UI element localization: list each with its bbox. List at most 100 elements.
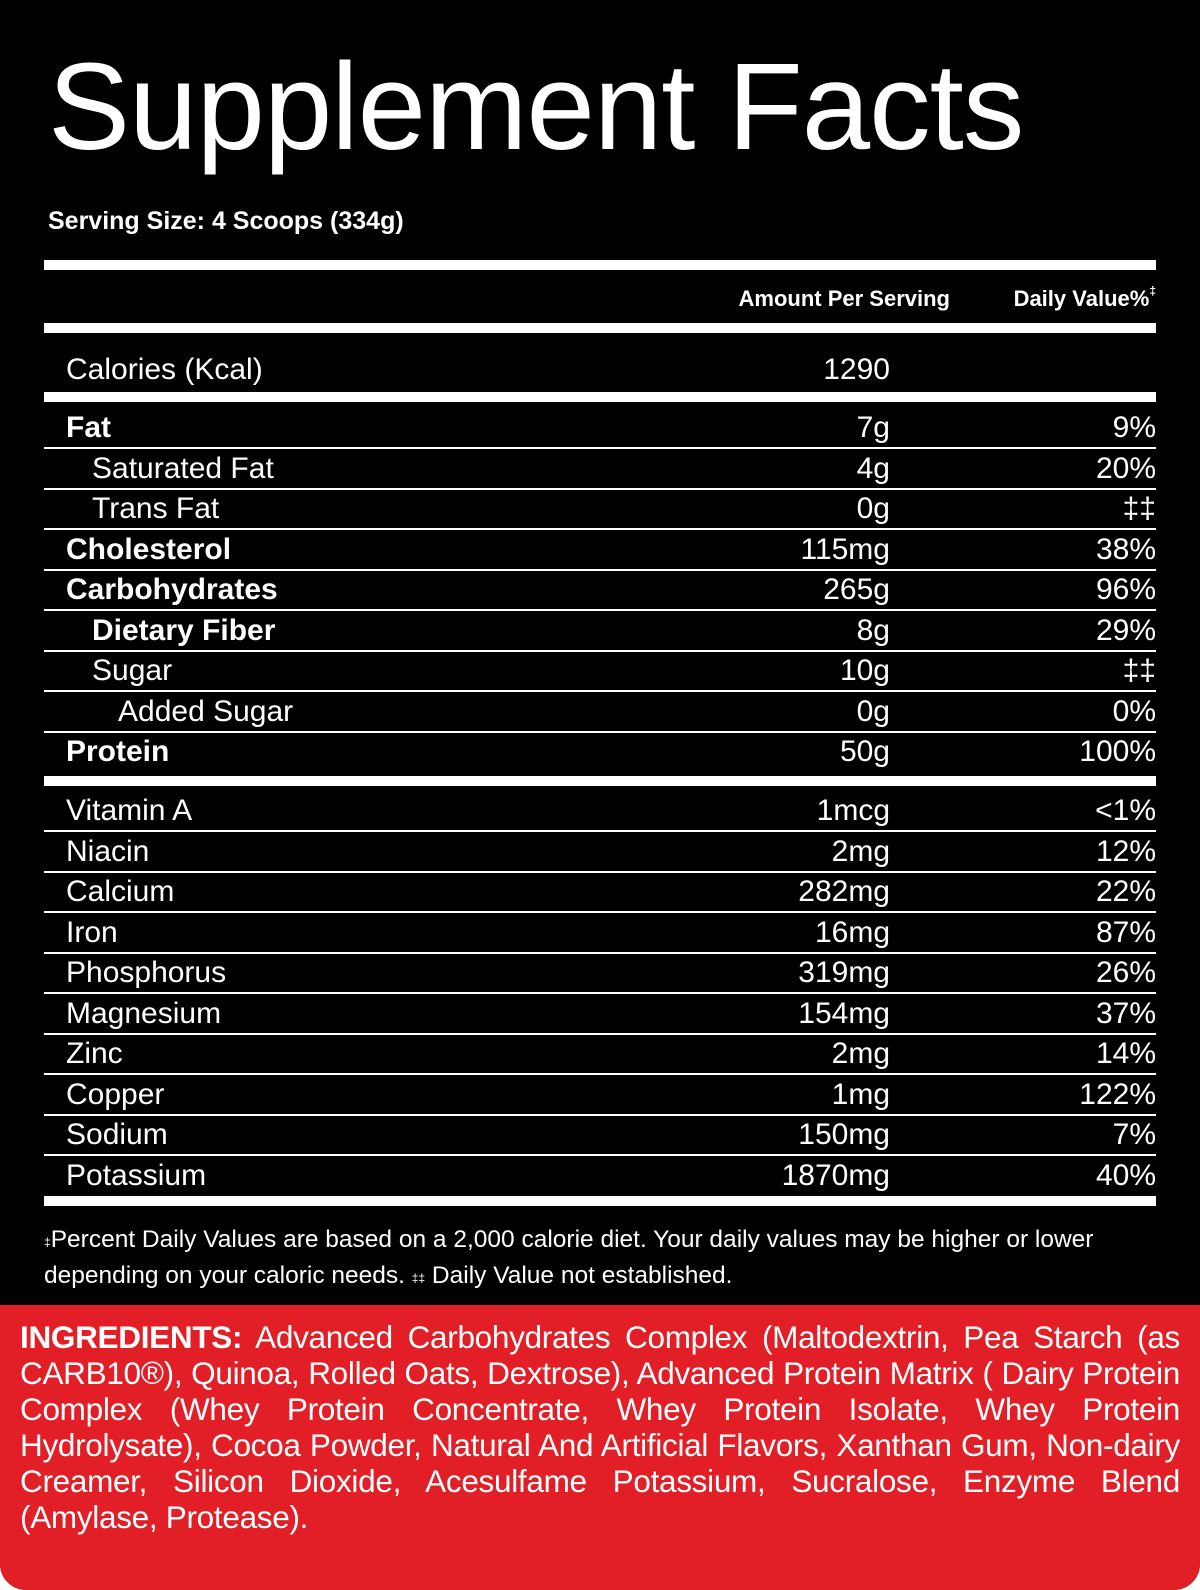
nutrient-amount: 50g	[839, 735, 890, 768]
nutrient-amount: 282mg	[798, 875, 890, 908]
page-title: Supplement Facts	[48, 39, 1024, 176]
nutrient-dv: 26%	[1095, 956, 1156, 989]
nutrient-amount: 0g	[856, 694, 890, 728]
nutrient-row-vitamin-a: Vitamin A 1mcg <1%	[44, 791, 1156, 832]
footnote-text-2: Daily Value not established.	[425, 1262, 733, 1289]
nutrient-dv: 29%	[1095, 613, 1156, 647]
ingredients-paragraph: INGREDIENTS: Advanced Carbohydrates Comp…	[20, 1319, 1180, 1535]
nutrient-dv: 87%	[1095, 915, 1156, 949]
ingredients-label: INGREDIENTS:	[20, 1319, 243, 1355]
nutrient-row-protein: Protein 50g 100%	[44, 732, 1156, 773]
nutrient-row-iron: Iron 16mg 87%	[44, 913, 1156, 954]
nutrient-row-niacin: Niacin 2mg 12%	[44, 832, 1156, 873]
nutrient-name: Dietary Fiber	[92, 613, 276, 647]
nutrient-name: Calcium	[66, 875, 175, 908]
calories-divider	[44, 392, 1156, 402]
nutrient-name: Carbohydrates	[66, 573, 278, 606]
nutrient-name: Phosphorus	[66, 956, 227, 989]
nutrient-row-added-sugar: Added Sugar 0g 0%	[44, 692, 1156, 733]
nutrient-amount: 0g	[856, 492, 890, 525]
nutrient-dv: 96%	[1095, 573, 1156, 606]
nutrient-row-phosphorus: Phosphorus 319mg 26%	[44, 953, 1156, 994]
nutrient-name: Copper	[66, 1077, 165, 1111]
nutrient-amount: 2mg	[831, 834, 890, 868]
ingredients-text: Advanced Carbohydrates Complex (Maltodex…	[20, 1319, 1180, 1535]
macros-divider	[44, 776, 1156, 786]
nutrient-dv: 0%	[1112, 694, 1156, 728]
nutrient-row-cholesterol: Cholesterol 115mg 38%	[44, 530, 1156, 571]
top-divider	[44, 260, 1156, 270]
nutrient-dv: 122%	[1079, 1077, 1156, 1111]
serving-size: Serving Size: 4 Scoops (334g)	[48, 207, 404, 235]
nutrient-amount: 1mg	[831, 1077, 890, 1111]
nutrient-name: Added Sugar	[118, 694, 294, 728]
nutrient-dv: 40%	[1095, 1158, 1156, 1192]
nutrient-row-sodium: Sodium 150mg 7%	[44, 1115, 1156, 1156]
daily-value-header-text: Daily Value%	[1013, 286, 1150, 311]
nutrient-dv: 37%	[1095, 996, 1156, 1030]
nutrient-name: Magnesium	[66, 996, 222, 1030]
nutrient-name: Vitamin A	[66, 794, 193, 827]
nutrient-amount: 150mg	[798, 1118, 890, 1151]
nutrient-amount: 319mg	[798, 956, 890, 989]
calories-amount: 1290	[823, 353, 890, 386]
nutrient-dv: 22%	[1095, 875, 1156, 908]
nutrient-amount: 10g	[839, 654, 890, 687]
nutrient-row-trans-fat: Trans Fat 0g ‡‡	[44, 489, 1156, 530]
nutrient-dv: 14%	[1095, 1037, 1156, 1070]
nutrient-amount: 4g	[856, 451, 890, 485]
nutrient-amount: 115mg	[800, 532, 890, 566]
nutrient-row-copper: Copper 1mg 122%	[44, 1075, 1156, 1116]
nutrient-name: Sodium	[66, 1118, 168, 1151]
nutrient-dv: <1%	[1095, 794, 1156, 827]
nutrient-row-saturated-fat: Saturated Fat 4g 20%	[44, 449, 1156, 490]
footnote-text-1: Percent Daily Values are based on a 2,00…	[44, 1226, 1094, 1289]
nutrient-amount: 2mg	[831, 1037, 890, 1070]
footnote: ‡Percent Daily Values are based on a 2,0…	[44, 1222, 1164, 1294]
nutrient-name: Fat	[66, 411, 111, 444]
nutrient-name: Saturated Fat	[92, 451, 274, 485]
nutrient-dv: 7%	[1112, 1118, 1156, 1151]
nutrient-name: Zinc	[66, 1037, 123, 1070]
nutrient-amount: 7g	[856, 411, 890, 444]
nutrient-amount: 265g	[823, 573, 890, 606]
nutrient-amount: 1mcg	[816, 794, 890, 827]
calories-label: Calories (Kcal)	[66, 353, 263, 386]
nutrient-row-calcium: Calcium 282mg 22%	[44, 872, 1156, 913]
nutrient-name: Iron	[66, 915, 118, 949]
nutrient-dv: 20%	[1095, 451, 1156, 485]
nutrient-row-fat: Fat 7g 9%	[44, 408, 1156, 449]
daily-value-header-mark: ‡	[1149, 284, 1156, 298]
header-divider	[44, 323, 1156, 333]
nutrient-name: Cholesterol	[66, 532, 232, 566]
nutrient-name: Protein	[66, 735, 170, 768]
nutrient-row-carbohydrates: Carbohydrates 265g 96%	[44, 570, 1156, 611]
nutrient-amount: 154mg	[798, 996, 890, 1030]
nutrient-amount: 1870mg	[781, 1158, 890, 1192]
ingredients-panel: INGREDIENTS: Advanced Carbohydrates Comp…	[0, 1305, 1200, 1590]
calories-row: Calories (Kcal) 1290	[44, 350, 1156, 391]
nutrient-dv: 100%	[1079, 735, 1156, 768]
nutrient-row-potassium: Potassium 1870mg 40%	[44, 1156, 1156, 1197]
nutrient-dv: ‡‡	[1122, 492, 1156, 525]
nutrient-name: Potassium	[66, 1158, 207, 1192]
nutrient-amount: 16mg	[814, 915, 890, 949]
nutrient-dv: ‡‡	[1122, 654, 1156, 687]
footnote-mark-2: ‡‡	[411, 1271, 426, 1285]
nutrient-row-zinc: Zinc 2mg 14%	[44, 1034, 1156, 1075]
footnote-mark-1: ‡	[44, 1235, 51, 1249]
nutrient-name: Sugar	[92, 654, 173, 687]
nutrient-row-magnesium: Magnesium 154mg 37%	[44, 994, 1156, 1035]
bottom-divider	[44, 1196, 1156, 1206]
nutrient-row-sugar: Sugar 10g ‡‡	[44, 651, 1156, 692]
nutrient-dv: 9%	[1112, 411, 1156, 444]
nutrient-dv: 38%	[1095, 532, 1156, 566]
nutrient-dv: 12%	[1095, 834, 1156, 868]
nutrient-row-dietary-fiber: Dietary Fiber 8g 29%	[44, 611, 1156, 652]
daily-value-header: Daily Value%‡	[1013, 284, 1156, 312]
amount-per-serving-header: Amount Per Serving	[738, 286, 950, 311]
nutrient-name: Niacin	[66, 834, 150, 868]
nutrient-amount: 8g	[856, 613, 890, 647]
nutrient-name: Trans Fat	[92, 492, 220, 525]
